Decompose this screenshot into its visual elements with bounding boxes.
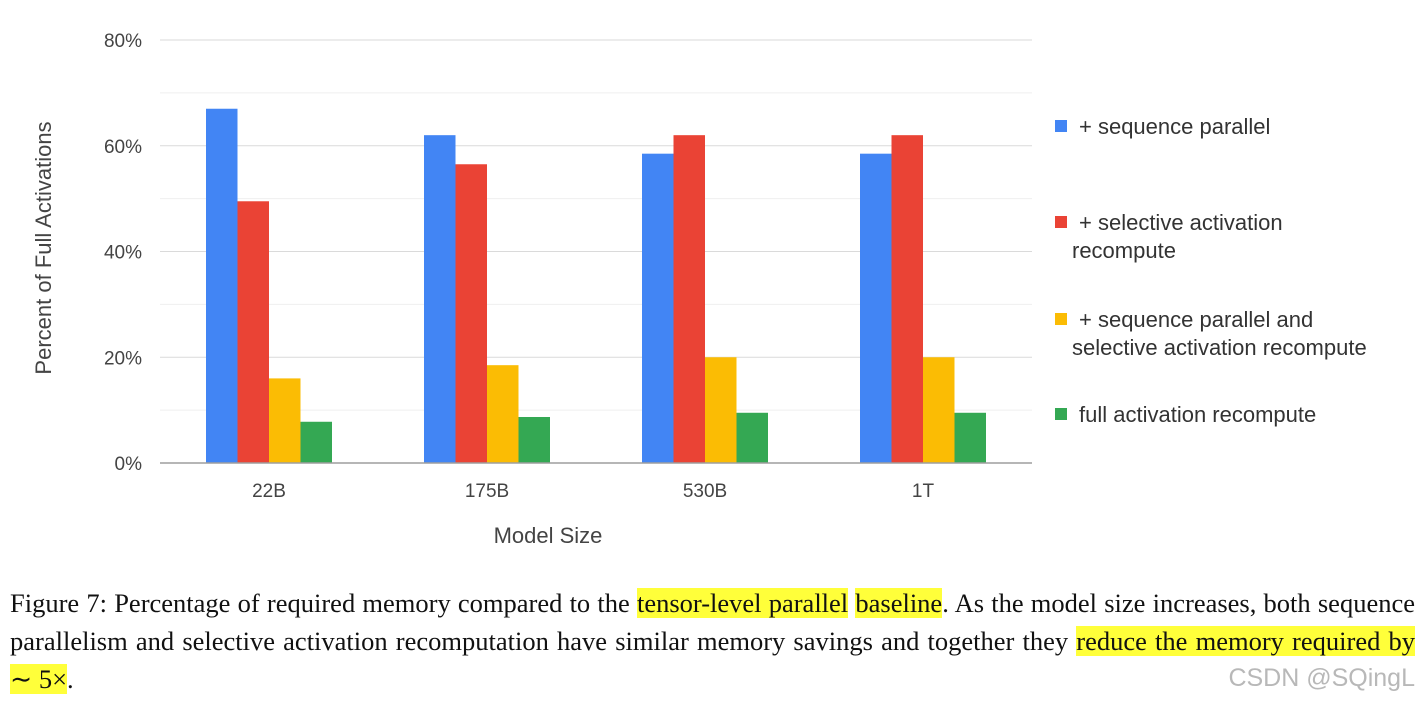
- legend-label-1: + sequence parallel: [1079, 114, 1270, 139]
- bar-chart: 0% 20% 40% 60% 80% 22B 175B 530B 1T Percent of …: [31, 31, 1367, 548]
- x-axis-ticks: 22B 175B 530B 1T: [252, 481, 934, 502]
- bar-175b-series-3: [487, 365, 519, 463]
- legend-swatch-1: [1055, 120, 1067, 132]
- y-axis-ticks: 0% 20% 40% 60% 80%: [104, 31, 142, 475]
- bar-530b-series-1: [642, 153, 674, 463]
- legend-swatch-2: [1055, 216, 1067, 228]
- y-tick-label: 20%: [104, 348, 142, 369]
- watermark: CSDN @SQingL: [1228, 664, 1415, 692]
- caption-text-4: .: [67, 664, 74, 694]
- figure-caption: Figure 7: Percentage of required memory …: [10, 584, 1415, 698]
- x-axis-title: Model Size: [494, 523, 603, 548]
- bar-175b-series-2: [455, 164, 487, 463]
- x-tick-label: 175B: [465, 481, 509, 502]
- caption-highlight-2: baseline: [855, 588, 943, 618]
- caption-text-1: Percentage of required memory compared t…: [107, 588, 637, 618]
- bar-22b-series-2: [237, 201, 269, 464]
- y-tick-label: 40%: [104, 243, 142, 264]
- bar-1t-series-4: [954, 412, 986, 463]
- gridlines: [160, 39, 1032, 411]
- bar-22b-series-1: [206, 108, 238, 464]
- legend-swatch-4: [1055, 408, 1067, 420]
- bar-22b-series-3: [269, 378, 301, 463]
- y-tick-label: 60%: [104, 137, 142, 158]
- legend-label-3: selective activation recompute: [1072, 335, 1367, 360]
- bar-1t-series-3: [923, 357, 955, 463]
- x-tick-label: 530B: [683, 481, 727, 502]
- bars: [206, 108, 986, 464]
- y-axis-title: Percent of Full Activations: [31, 121, 56, 374]
- bar-175b-series-1: [424, 135, 456, 464]
- caption-label: Figure 7:: [10, 588, 107, 618]
- bar-1t-series-1: [860, 153, 892, 463]
- caption-text-3: . As the model size increases, both sequ…: [10, 588, 1415, 656]
- caption-highlight-1: tensor-level parallel: [636, 588, 849, 618]
- bar-1t-series-2: [891, 135, 923, 464]
- y-tick-label: 80%: [104, 31, 142, 52]
- x-tick-label: 22B: [252, 481, 286, 502]
- bar-175b-series-4: [518, 416, 550, 463]
- legend-label-2: recompute: [1072, 238, 1176, 263]
- y-tick-label: 0%: [115, 454, 143, 475]
- legend-label-2: + selective activation: [1079, 210, 1283, 235]
- legend: + sequence parallel + selective activatio…: [1055, 114, 1367, 427]
- bar-530b-series-4: [736, 412, 768, 463]
- bar-530b-series-2: [673, 135, 705, 464]
- bar-22b-series-4: [300, 421, 332, 463]
- legend-label-4: full activation recompute: [1079, 402, 1316, 427]
- x-tick-label: 1T: [912, 481, 935, 502]
- legend-swatch-3: [1055, 313, 1067, 325]
- legend-label-3: + sequence parallel and: [1079, 307, 1313, 332]
- bar-530b-series-3: [705, 357, 737, 463]
